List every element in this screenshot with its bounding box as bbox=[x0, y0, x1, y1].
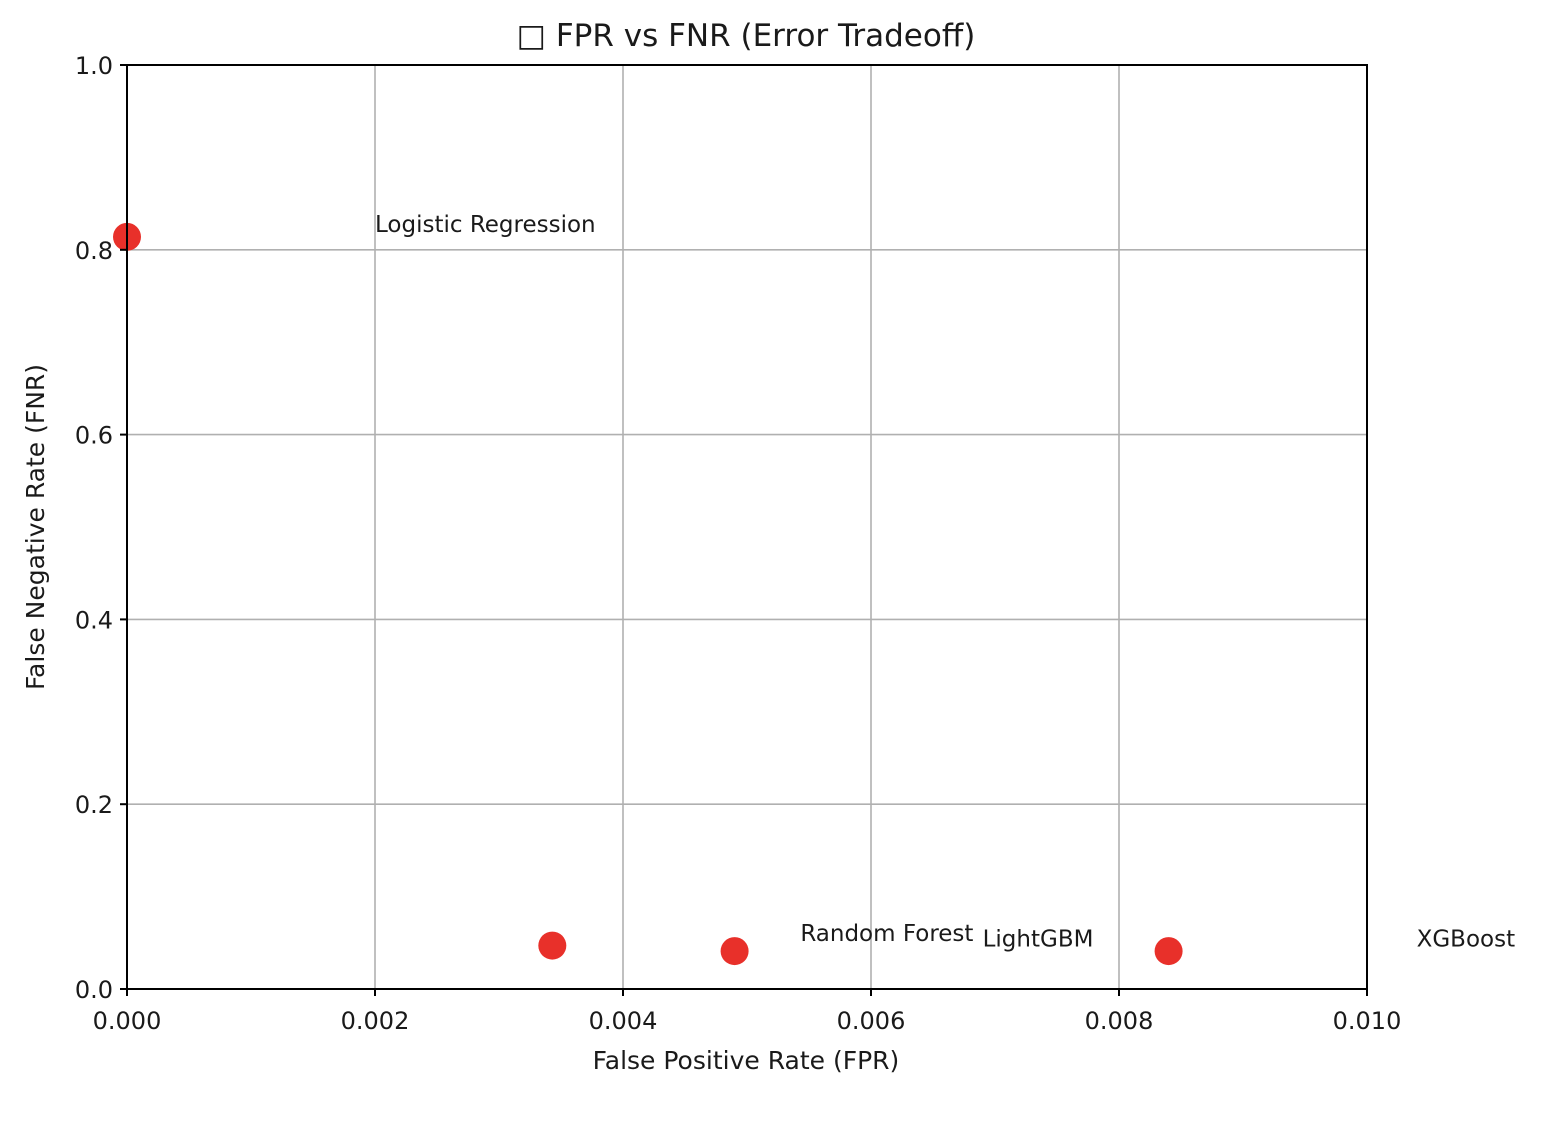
grid bbox=[126, 64, 1368, 990]
y-axis-label: False Negative Rate (FNR) bbox=[21, 364, 50, 690]
y-tick-label: 0.0 bbox=[75, 976, 113, 1004]
point-label: Random Forest bbox=[800, 921, 973, 947]
point-label: XGBoost bbox=[1417, 926, 1516, 952]
y-tick-label: 0.4 bbox=[75, 606, 113, 634]
data-points bbox=[113, 222, 1183, 966]
chart-title: □ FPR vs FNR (Error Tradeoff) bbox=[517, 18, 976, 54]
axis-ticks: 0.000 0.002 0.004 0.006 0.008 0.010 0.0 0.2 0.4 0… bbox=[75, 52, 1402, 1035]
x-tick-label: 0.002 bbox=[341, 1007, 410, 1035]
point-labels: Logistic Regression Random Forest LightGBM… bbox=[375, 212, 1515, 952]
y-tick-label: 1.0 bbox=[75, 52, 113, 80]
y-tick-label: 0.8 bbox=[75, 237, 113, 265]
y-tick-label: 0.6 bbox=[75, 422, 113, 450]
x-tick-label: 0.008 bbox=[1085, 1007, 1154, 1035]
point-label: LightGBM bbox=[983, 926, 1094, 952]
x-tick-label: 0.000 bbox=[93, 1007, 162, 1035]
x-tick-label: 0.004 bbox=[589, 1007, 658, 1035]
x-axis-label: False Positive Rate (FPR) bbox=[593, 1046, 900, 1075]
scatter-point bbox=[720, 937, 749, 966]
point-label: Logistic Regression bbox=[375, 212, 596, 238]
scatter-point bbox=[538, 931, 567, 960]
plot-frame bbox=[126, 64, 1368, 990]
x-tick-label: 0.010 bbox=[1333, 1007, 1402, 1035]
x-tick-label: 0.006 bbox=[837, 1007, 906, 1035]
y-tick-label: 0.2 bbox=[75, 791, 113, 819]
scatter-point bbox=[1154, 937, 1183, 966]
